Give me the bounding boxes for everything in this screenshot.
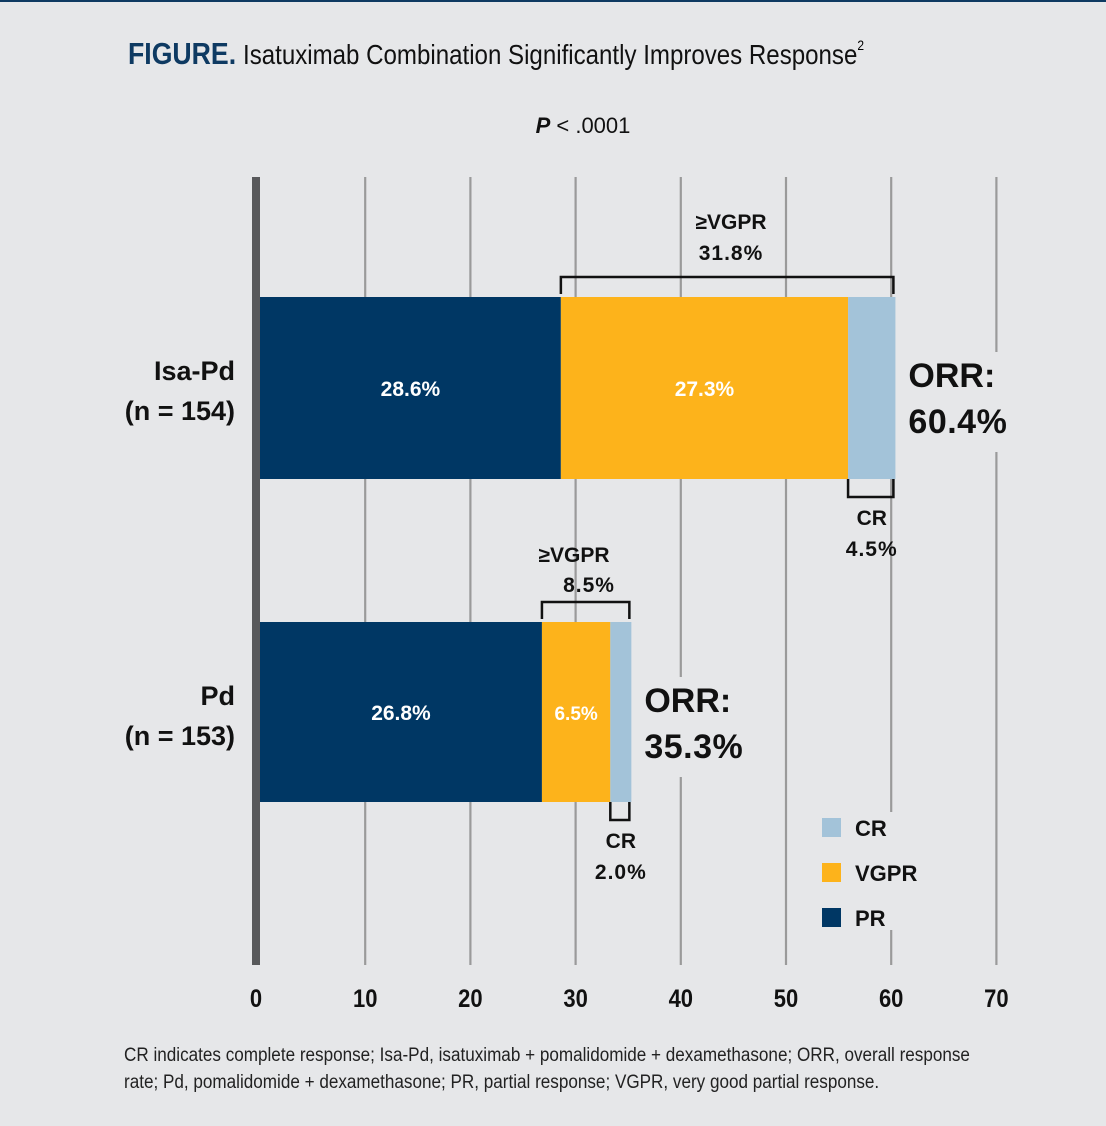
- x-tick-label: 10: [353, 985, 377, 1013]
- vgpr-bracket: [540, 600, 631, 619]
- legend-label-pr: PR: [855, 906, 886, 931]
- orr-label-background: [904, 352, 1035, 452]
- x-tick-label: 0: [250, 985, 262, 1013]
- orr-title: ORR:: [644, 682, 731, 720]
- y-axis-line: [252, 177, 260, 965]
- x-tick-label: 50: [774, 985, 798, 1013]
- x-tick-label: 40: [669, 985, 693, 1013]
- vgpr-bracket: [559, 275, 895, 294]
- figure-title: FIGURE. Isatuximab Combination Significan…: [128, 36, 864, 72]
- bar-segment-pr: [260, 622, 542, 802]
- bar-segment-cr: [848, 297, 896, 479]
- footnote: CR indicates complete response; Isa-Pd, …: [124, 1045, 970, 1093]
- vgpr-bracket-value: 8.5%: [563, 574, 615, 597]
- legend-swatch-vgpr: [822, 863, 841, 882]
- cr-title: CR: [857, 507, 887, 530]
- x-tick-label: 60: [879, 985, 903, 1013]
- p-value-italic: P: [535, 113, 551, 138]
- orr-label-background: [640, 677, 771, 777]
- title-reference: 2: [857, 37, 865, 53]
- bar-segment-cr: [610, 622, 632, 802]
- x-tick-label: 30: [563, 985, 587, 1013]
- cr-title: CR: [606, 830, 636, 853]
- legend-label-cr: CR: [855, 816, 887, 841]
- legend-swatch-pr: [822, 908, 841, 927]
- top-rule: [0, 0, 1106, 2]
- cr-value: 4.5%: [846, 538, 898, 561]
- vgpr-bracket-title: ≥VGPR: [695, 211, 766, 234]
- bar-value-label: 28.6%: [381, 378, 441, 401]
- cr-value: 2.0%: [595, 861, 647, 884]
- vgpr-bracket-value: 31.8%: [699, 242, 764, 265]
- bar-value-label: 27.3%: [675, 378, 735, 401]
- figure-title-text: Isatuximab Combination Significantly Imp…: [243, 39, 858, 70]
- category-label: Isa-Pd: [154, 356, 235, 386]
- figure-label: FIGURE.: [128, 36, 237, 71]
- x-tick-label: 20: [458, 985, 482, 1013]
- bar-value-label: 6.5%: [554, 704, 597, 725]
- category-label: Pd: [200, 681, 235, 711]
- bar-segment-pr: [260, 297, 561, 479]
- legend-label-vgpr: VGPR: [855, 861, 917, 886]
- p-value-text: < .0001: [550, 113, 631, 138]
- legend-swatch-cr: [822, 818, 841, 837]
- orr-value: 35.3%: [644, 728, 743, 766]
- vgpr-bracket-title: ≥VGPR: [538, 544, 609, 567]
- category-n-label: (n = 153): [125, 721, 235, 751]
- orr-value: 60.4%: [908, 403, 1007, 441]
- category-n-label: (n = 154): [125, 396, 235, 426]
- cr-bracket: [609, 802, 631, 822]
- bar-segment-vgpr: [541, 622, 611, 802]
- cr-bracket: [846, 479, 895, 499]
- bar-segment-vgpr: [560, 297, 849, 479]
- x-tick-label: 70: [984, 985, 1008, 1013]
- p-value: P < .0001: [0, 113, 1106, 139]
- orr-title: ORR:: [908, 357, 995, 395]
- bar-value-label: 26.8%: [371, 702, 431, 725]
